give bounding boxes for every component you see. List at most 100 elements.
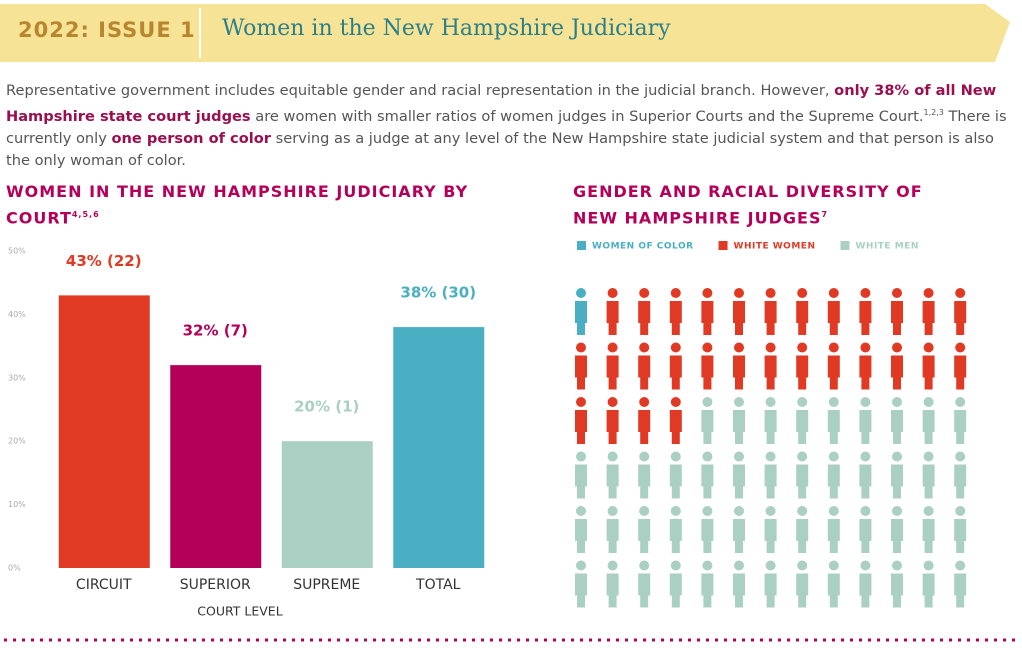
legend-label: WHITE MEN <box>855 242 918 252</box>
figure <box>764 506 777 553</box>
figure-body <box>827 301 840 335</box>
figure-head <box>639 397 650 407</box>
figure-body <box>701 464 714 499</box>
figure-body <box>606 573 619 608</box>
figure <box>796 451 809 499</box>
figure <box>922 397 935 444</box>
figure <box>827 560 840 608</box>
figure-body <box>606 301 619 335</box>
figure-head <box>955 288 966 298</box>
figure-body <box>764 519 777 553</box>
figure <box>859 342 872 390</box>
bar <box>393 327 485 568</box>
figure <box>606 397 619 444</box>
figure <box>954 506 967 553</box>
figure-body <box>796 573 809 608</box>
figure-body <box>764 573 777 608</box>
figure-body <box>669 464 682 499</box>
figure-body <box>796 519 809 553</box>
figure-head <box>923 451 934 462</box>
figure-body <box>859 464 872 499</box>
figure-head <box>923 342 934 353</box>
figure <box>954 451 967 499</box>
figure <box>954 397 967 444</box>
legend-label: WOMEN OF COLOR <box>592 242 694 252</box>
figure-body <box>733 464 745 499</box>
figure-body <box>827 573 840 608</box>
figure-body <box>922 355 935 390</box>
figure-body <box>764 301 777 335</box>
figure-head <box>860 288 871 298</box>
figure-head <box>670 397 681 407</box>
figure-body <box>922 301 935 335</box>
figure <box>891 397 903 444</box>
figure-head <box>607 342 618 353</box>
figure-head <box>702 397 713 407</box>
figure <box>606 560 619 608</box>
figure-body <box>701 410 714 444</box>
figure-head <box>923 560 934 571</box>
figure <box>733 560 745 608</box>
figure-head <box>765 397 776 407</box>
figure <box>638 397 651 444</box>
figure-body <box>733 355 745 390</box>
figure-body <box>733 410 745 444</box>
figure <box>827 397 840 444</box>
figure-head <box>576 397 586 407</box>
figure-body <box>891 410 903 444</box>
figure-head <box>797 506 808 516</box>
figure-body <box>575 301 587 335</box>
figure <box>669 288 682 335</box>
figure-body <box>575 573 587 608</box>
figure-body <box>606 464 619 499</box>
figure-head <box>607 506 618 516</box>
figure <box>796 288 809 335</box>
figure <box>733 342 745 390</box>
figure <box>733 451 745 499</box>
figure-head <box>955 506 966 516</box>
figure <box>638 288 651 335</box>
y-tick-label: 10% <box>8 500 26 509</box>
figure-head <box>955 560 966 571</box>
figure-head <box>765 342 776 353</box>
figure-body <box>922 519 935 553</box>
figure-head <box>734 560 744 571</box>
figure-body <box>733 301 745 335</box>
figure-body <box>796 355 809 390</box>
figure-head <box>765 451 776 462</box>
figure-body <box>669 573 682 608</box>
figure-head <box>828 397 839 407</box>
figure <box>701 451 714 499</box>
figure-head <box>702 506 713 516</box>
value-label: 32% (7) <box>183 322 248 340</box>
legend-swatch <box>840 241 850 250</box>
figure <box>764 288 777 335</box>
figure <box>796 560 809 608</box>
figure-body <box>891 573 903 608</box>
figure <box>606 451 619 499</box>
figure-head <box>860 342 871 353</box>
figure-body <box>859 355 872 390</box>
figure-body <box>638 573 651 608</box>
intro-text: There is currently only <box>6 107 1007 147</box>
figure-body <box>954 355 967 390</box>
figure <box>701 288 714 335</box>
figure-head <box>607 288 618 298</box>
x-axis-label: COURT LEVEL <box>197 604 282 619</box>
figure-body <box>859 519 872 553</box>
figure <box>827 451 840 499</box>
figure <box>859 397 872 444</box>
bar <box>58 295 150 568</box>
figure <box>922 506 935 553</box>
figure <box>606 506 619 553</box>
intro-text: one person of color <box>111 129 271 147</box>
figure-head <box>670 451 681 462</box>
figure-head <box>923 288 934 298</box>
figure <box>575 506 587 553</box>
figure-head <box>892 506 902 516</box>
figure-head <box>797 451 808 462</box>
figure-body <box>764 464 777 499</box>
figure <box>954 560 967 608</box>
